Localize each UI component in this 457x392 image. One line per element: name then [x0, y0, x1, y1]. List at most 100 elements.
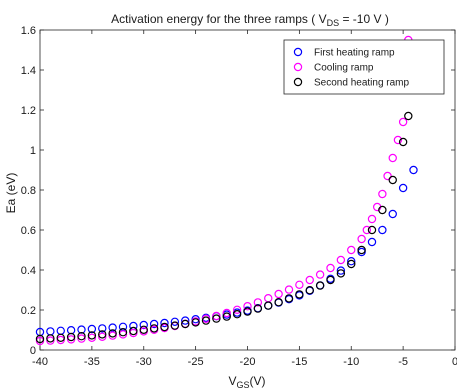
data-point — [181, 319, 190, 329]
data-point — [77, 332, 86, 341]
data-point — [388, 209, 397, 219]
data-point — [98, 332, 107, 341]
data-point — [87, 324, 97, 334]
data-point — [160, 318, 169, 328]
data-point — [357, 245, 366, 255]
data-point — [232, 310, 242, 319]
data-point — [264, 301, 273, 310]
data-point — [243, 307, 252, 316]
data-point — [212, 314, 221, 323]
data-point — [404, 111, 413, 121]
data-point — [284, 285, 294, 294]
data-point — [295, 290, 304, 299]
legend-entry-label: First heating ramp — [314, 48, 395, 59]
x-tick-label: -35 — [84, 356, 100, 368]
data-point — [409, 165, 418, 175]
data-point — [170, 321, 180, 330]
y-tick-label: 1.2 — [21, 105, 36, 117]
data-point — [243, 302, 252, 311]
x-tick-label: -30 — [136, 356, 152, 368]
data-point — [160, 322, 169, 332]
data-point — [383, 171, 392, 181]
legend-marker — [293, 77, 303, 87]
data-point — [149, 319, 159, 329]
data-point — [347, 259, 356, 269]
data-point — [201, 316, 211, 325]
data-point — [253, 298, 263, 307]
data-point — [305, 286, 314, 295]
data-point — [46, 336, 55, 345]
data-point — [108, 329, 117, 338]
legend: First heating ramp Cooling ramp Second hea… — [283, 39, 445, 95]
x-tick-label: -25 — [188, 356, 204, 368]
data-point — [191, 315, 200, 324]
data-point — [367, 214, 377, 224]
data-point — [388, 153, 397, 163]
data-point — [326, 275, 335, 285]
data-point — [284, 294, 294, 303]
legend-marker — [293, 62, 303, 72]
y-tick-label: 0 — [30, 345, 36, 357]
data-point — [393, 135, 403, 145]
y-tick-label: 0.6 — [21, 225, 36, 237]
data-point — [326, 263, 335, 273]
data-point — [87, 333, 97, 342]
data-point — [56, 333, 65, 342]
chart-title: Activation energy for the three ramps ( … — [111, 12, 389, 28]
data-point — [378, 189, 387, 199]
data-point — [336, 255, 346, 265]
x-tick-label: 0 — [452, 356, 457, 368]
data-point — [274, 298, 283, 307]
data-point — [398, 183, 408, 193]
x-tick-label: -20 — [240, 356, 256, 368]
legend-marker — [293, 47, 303, 57]
data-point — [191, 318, 200, 327]
data-point — [118, 330, 128, 339]
legend-box — [283, 39, 445, 95]
data-point — [87, 331, 97, 340]
data-point — [362, 225, 372, 235]
data-point — [108, 323, 117, 332]
data-point — [77, 334, 86, 343]
data-point — [98, 330, 107, 339]
data-point — [66, 332, 76, 342]
data-point — [367, 237, 377, 247]
data-point — [129, 326, 138, 336]
data-point — [315, 270, 325, 279]
series-3 — [35, 111, 413, 344]
data-point — [66, 335, 76, 344]
data-point — [295, 280, 304, 289]
data-point — [98, 324, 107, 333]
data-point — [212, 311, 221, 321]
data-point — [274, 289, 283, 299]
data-point — [315, 281, 325, 290]
data-point — [139, 320, 148, 330]
x-axis-label: VGS(V) — [228, 374, 265, 390]
data-point — [56, 335, 65, 345]
y-tick-label: 1.4 — [21, 65, 36, 77]
data-point — [398, 137, 408, 147]
data-point — [357, 234, 366, 244]
y-tick-label: 0.4 — [21, 265, 36, 277]
data-point — [181, 316, 190, 325]
data-point — [378, 205, 387, 215]
data-point — [232, 305, 242, 314]
data-point — [170, 317, 180, 326]
x-tick-label: -15 — [291, 356, 307, 368]
data-point — [35, 334, 45, 344]
data-point — [347, 257, 356, 266]
data-point — [347, 245, 356, 255]
data-point — [336, 269, 346, 278]
data-point — [367, 225, 377, 235]
y-tick-label: 1 — [30, 145, 36, 157]
y-tick-label: 0.2 — [21, 305, 36, 317]
data-point — [253, 304, 263, 313]
plot-area: -40 -35 -30 -25 -20 -15 -10 -5 0 0 0.2 0.4 0.6 0.8 1 1.… — [21, 25, 457, 368]
x-tick-label: -40 — [32, 356, 48, 368]
data-point — [118, 328, 128, 337]
data-point — [388, 175, 397, 185]
data-point — [398, 117, 408, 127]
data-point — [305, 275, 314, 285]
y-tick-label: 1.6 — [21, 25, 36, 37]
